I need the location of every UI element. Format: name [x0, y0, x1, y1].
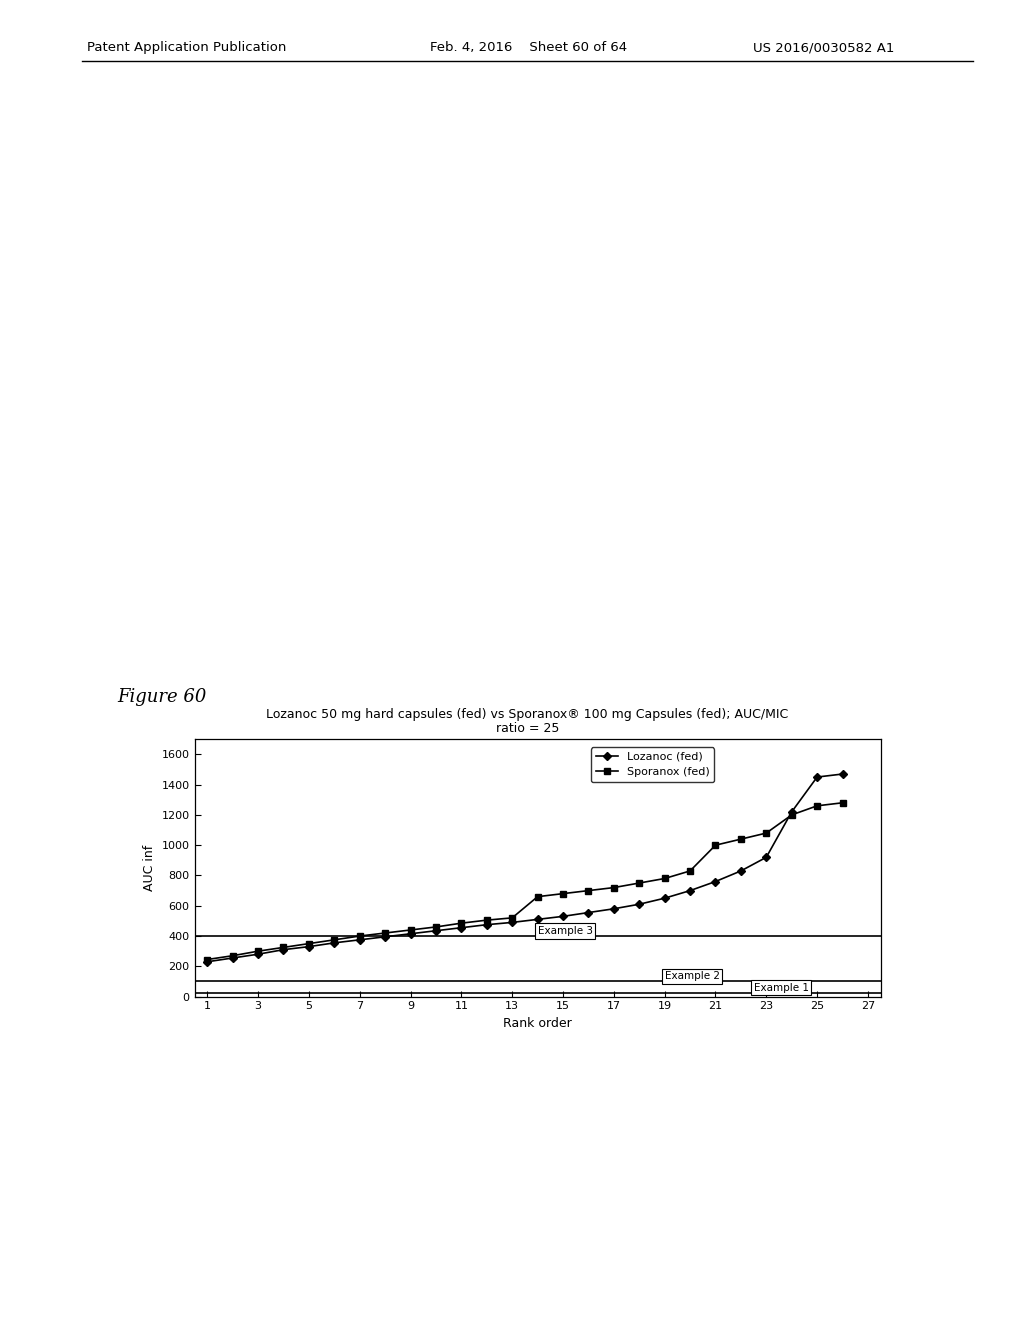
Sporanox (fed) [353, 928, 366, 944]
Sporanox (fed) [430, 919, 442, 935]
Lozanoc (fed) [404, 925, 417, 941]
Text: Example 2: Example 2 [665, 972, 720, 982]
Sporanox (fed) [658, 871, 671, 887]
Lozanoc (fed) [811, 770, 823, 785]
Lozanoc (fed) [303, 939, 315, 954]
Lozanoc (fed) [684, 883, 696, 899]
Lozanoc (fed) [557, 908, 569, 924]
Sporanox (fed) [710, 837, 722, 853]
Lozanoc (fed) [760, 849, 772, 865]
Lozanoc (fed) [353, 932, 366, 948]
Lozanoc (fed) [226, 950, 239, 966]
Sporanox (fed) [531, 888, 544, 904]
Sporanox (fed) [278, 940, 290, 956]
Lozanoc (fed) [531, 912, 544, 928]
Sporanox (fed) [226, 948, 239, 964]
Sporanox (fed) [557, 886, 569, 902]
Lozanoc (fed) [658, 890, 671, 906]
Lozanoc (fed) [379, 929, 391, 945]
Sporanox (fed) [303, 936, 315, 952]
Sporanox (fed) [684, 863, 696, 879]
Sporanox (fed) [785, 807, 798, 822]
Sporanox (fed) [328, 932, 340, 948]
Line: Sporanox (fed): Sporanox (fed) [204, 800, 846, 962]
Lozanoc (fed) [785, 804, 798, 820]
Y-axis label: AUC inf: AUC inf [143, 845, 156, 891]
Text: Example 3: Example 3 [538, 927, 593, 936]
Sporanox (fed) [480, 912, 493, 928]
Text: Lozanoc 50 mg hard capsules (fed) vs Sporanox® 100 mg Capsules (fed); AUC/MIC: Lozanoc 50 mg hard capsules (fed) vs Spo… [266, 708, 788, 721]
Lozanoc (fed) [480, 917, 493, 933]
Lozanoc (fed) [278, 941, 290, 957]
X-axis label: Rank order: Rank order [503, 1016, 572, 1030]
Lozanoc (fed) [837, 766, 849, 781]
Legend: Lozanoc (fed), Sporanox (fed): Lozanoc (fed), Sporanox (fed) [591, 747, 714, 781]
Lozanoc (fed) [201, 954, 213, 970]
Text: ratio = 25: ratio = 25 [496, 722, 559, 735]
Lozanoc (fed) [456, 920, 468, 936]
Sporanox (fed) [456, 915, 468, 931]
Sporanox (fed) [837, 795, 849, 810]
Lozanoc (fed) [430, 923, 442, 939]
Sporanox (fed) [379, 925, 391, 941]
Text: Patent Application Publication: Patent Application Publication [87, 41, 287, 54]
Line: Lozanoc (fed): Lozanoc (fed) [204, 771, 846, 965]
Lozanoc (fed) [328, 935, 340, 950]
Sporanox (fed) [404, 923, 417, 939]
Sporanox (fed) [633, 875, 645, 891]
Lozanoc (fed) [607, 900, 620, 916]
Lozanoc (fed) [633, 896, 645, 912]
Sporanox (fed) [735, 832, 748, 847]
Text: Example 1: Example 1 [754, 983, 809, 993]
Lozanoc (fed) [735, 863, 748, 879]
Sporanox (fed) [760, 825, 772, 841]
Lozanoc (fed) [710, 874, 722, 890]
Text: Figure 60: Figure 60 [118, 688, 207, 706]
Lozanoc (fed) [506, 915, 518, 931]
Text: Feb. 4, 2016    Sheet 60 of 64: Feb. 4, 2016 Sheet 60 of 64 [430, 41, 628, 54]
Sporanox (fed) [506, 909, 518, 925]
Text: US 2016/0030582 A1: US 2016/0030582 A1 [753, 41, 894, 54]
Sporanox (fed) [252, 944, 264, 960]
Sporanox (fed) [583, 883, 595, 899]
Sporanox (fed) [201, 952, 213, 968]
Sporanox (fed) [607, 879, 620, 895]
Lozanoc (fed) [252, 946, 264, 962]
Sporanox (fed) [811, 797, 823, 813]
Lozanoc (fed) [583, 904, 595, 920]
